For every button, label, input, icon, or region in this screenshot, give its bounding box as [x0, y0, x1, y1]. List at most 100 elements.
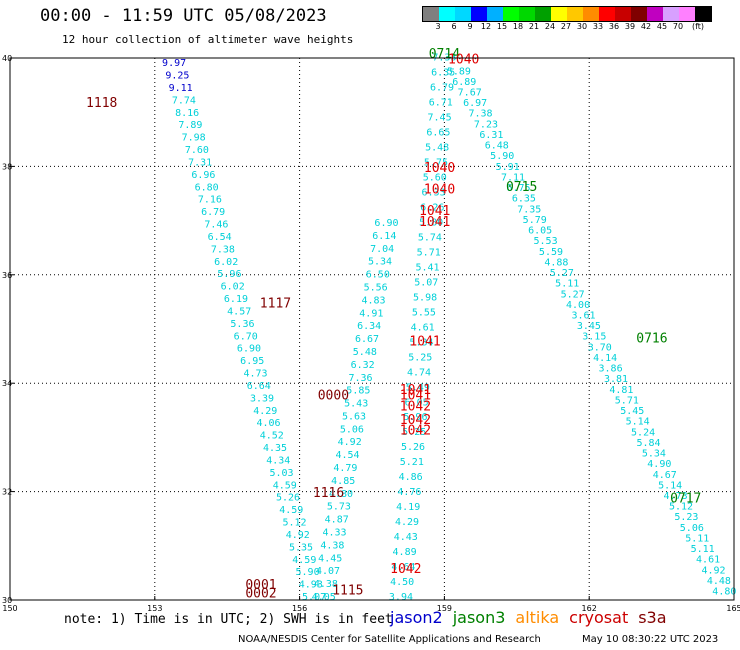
swh-value: 5.71 [615, 395, 639, 406]
colorbar-swatch [487, 7, 503, 21]
swh-value: 4.64 [391, 562, 415, 573]
swh-value: 5.48 [425, 143, 449, 154]
swh-value: 4.38 [320, 540, 344, 551]
swh-value: 4.61 [411, 322, 435, 333]
swh-value: 5.14 [658, 480, 682, 491]
swh-value: 4.87 [325, 515, 349, 526]
swh-value: 4.74 [407, 367, 431, 378]
swh-colorbar [422, 6, 712, 22]
swh-value: 4.54 [335, 450, 359, 461]
colorbar-label: 24 [544, 22, 556, 31]
swh-value: 5.34 [409, 337, 433, 348]
swh-value: 6.34 [357, 321, 381, 332]
pressure-label: 0716 [636, 332, 667, 347]
swh-value: 5.25 [408, 352, 432, 363]
swh-value: 9.25 [165, 71, 189, 82]
swh-value: 4.92 [286, 530, 310, 541]
colorbar-swatch [423, 7, 439, 21]
swh-value: 4.19 [396, 502, 420, 513]
lat-tick-label: 38 [2, 162, 12, 171]
swh-value: 3.15 [582, 332, 606, 343]
swh-value: 5.26 [276, 493, 300, 504]
colorbar-swatch [471, 7, 487, 21]
swh-value: 6.50 [366, 270, 390, 281]
swh-value: 7.04 [370, 244, 394, 255]
swh-value: 5.98 [413, 292, 437, 303]
swh-value: 5.90 [490, 151, 514, 162]
swh-value: 7.74 [172, 95, 196, 106]
pressure-label: 1040 [424, 161, 455, 176]
pressure-label: 1115 [332, 584, 363, 599]
swh-value: 6.26 [420, 203, 444, 214]
swh-value: 5.21 [400, 457, 424, 468]
swh-value: 6.67 [355, 334, 379, 345]
pressure-label: 1040 [424, 183, 455, 198]
swh-value: 5.71 [417, 247, 441, 258]
swh-value: 4.00 [566, 300, 590, 311]
track-b: 6.90 6.14 7.04 5.34 6.505.56 4.83 4.91 6.34 6.67… [312, 218, 399, 603]
swh-value: 7.89 [178, 120, 202, 131]
colorbar-swatch [631, 7, 647, 21]
swh-value: 5.07 [414, 277, 438, 288]
swh-value: 6.71 [429, 98, 453, 109]
swh-value: 4.80 [329, 489, 353, 500]
swh-value: 5.89 [447, 66, 471, 77]
pressure-label: 0002 [245, 586, 276, 601]
swh-value: 4.80 [712, 587, 736, 598]
lat-tick-label: 36 [2, 271, 12, 280]
swh-value: 5.35 [289, 542, 313, 553]
track-c: 7.336.356.796.717.456.655.485.755.606.33… [389, 53, 457, 603]
swh-value: 4.59 [279, 505, 303, 516]
swh-value: 3.70 [588, 342, 612, 353]
swh-value: 5.48 [353, 347, 377, 358]
colorbar-swatch [567, 7, 583, 21]
swh-value: 5.11 [691, 544, 715, 555]
swh-value: 4.85 [331, 476, 355, 487]
lon-tick-label: 153 [147, 604, 162, 613]
swh-value: 5.53 [534, 236, 558, 247]
pressure-label: 1116 [313, 486, 344, 501]
colorbar-label: 45 [656, 22, 668, 31]
swh-value: 7.67 [458, 87, 482, 98]
legend-item-s3a: s3a [638, 608, 667, 627]
map-frame [9, 57, 735, 601]
lon-tick-label: 162 [582, 604, 597, 613]
colorbar-swatch [647, 7, 663, 21]
colorbar-swatch [695, 7, 711, 21]
colorbar-swatch [439, 7, 455, 21]
swh-value: 6.19 [224, 294, 248, 305]
swh-value: 5.56 [364, 282, 388, 293]
credit-text: NOAA/NESDIS Center for Satellite Applica… [238, 634, 541, 645]
pressure-label: 0715 [506, 180, 537, 195]
swh-value: 6.70 [234, 331, 258, 342]
swh-value: 4.67 [653, 470, 677, 481]
colorbar-swatch [535, 7, 551, 21]
swh-value: 5.63 [342, 411, 366, 422]
swh-value: 4.06 [256, 418, 280, 429]
swh-value: 6.31 [479, 130, 503, 141]
colorbar-label: 18 [512, 22, 524, 31]
swh-value: 6.48 [485, 141, 509, 152]
legend-item-jason2: jason2 [390, 608, 443, 627]
swh-value: 6.35 [512, 194, 536, 205]
swh-value: 5.23 [674, 512, 698, 523]
swh-value: 7.98 [182, 133, 206, 144]
colorbar-swatch [615, 7, 631, 21]
swh-value: 9.97 [162, 58, 186, 69]
colorbar-label: 9 [467, 22, 473, 31]
swh-value: 4.38 [314, 579, 338, 590]
swh-value: 5.41 [415, 262, 439, 273]
colorbar-label: 30 [576, 22, 588, 31]
swh-value: 4.52 [260, 431, 284, 442]
pressure-label: 0717 [670, 491, 701, 506]
swh-value: 7.36 [348, 373, 372, 384]
legend-item-altika: altika [515, 608, 560, 627]
swh-value: 5.73 [327, 502, 351, 513]
swh-value: 8.16 [175, 108, 199, 119]
legend-item-cryosat: cryosat [569, 608, 629, 627]
swh-value: 4.05 [312, 592, 336, 603]
swh-value: 5.03 [269, 468, 293, 479]
swh-value: 6.65 [426, 128, 450, 139]
swh-value: 5.75 [424, 158, 448, 169]
swh-value: 6.14 [372, 231, 396, 242]
